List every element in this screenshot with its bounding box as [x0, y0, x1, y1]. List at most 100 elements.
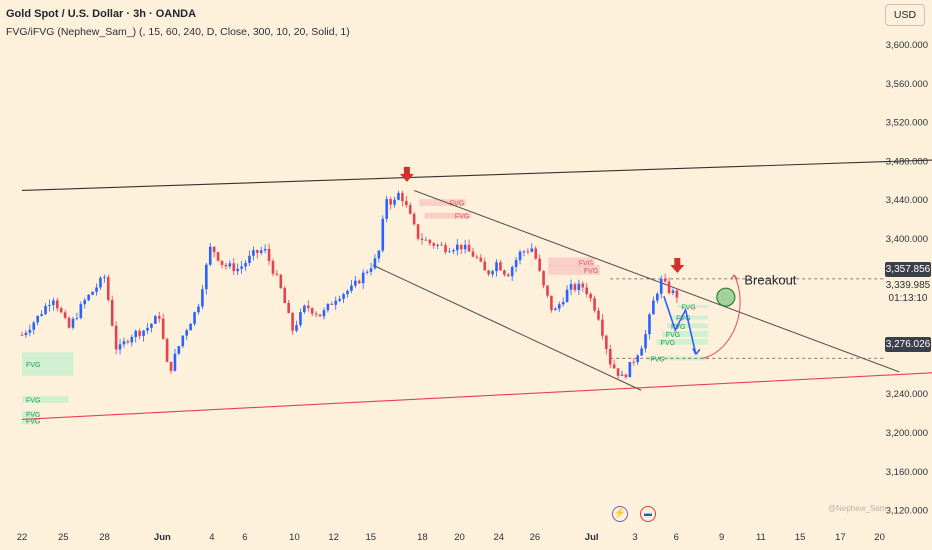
bullish-candle	[189, 323, 192, 331]
bullish-fvg-zone	[656, 338, 709, 345]
bullish-candle	[448, 251, 451, 253]
bullish-fvg-zone	[22, 416, 38, 425]
x-tick-label: Jun	[154, 532, 171, 543]
bullish-candle	[240, 266, 243, 269]
bearish-candle	[416, 224, 420, 239]
x-tick-label: 18	[417, 532, 428, 543]
bearish-candle	[585, 287, 589, 294]
fvg-label: FVG	[676, 316, 690, 323]
bullish-candle	[424, 239, 428, 241]
bullish-candle	[577, 283, 581, 291]
y-tick-label: 3,600.000	[886, 40, 928, 51]
bullish-candle	[259, 250, 263, 253]
bearish-candle	[232, 263, 236, 272]
y-tick-label: 3,240.000	[886, 389, 928, 400]
arrowhead-red-icon	[730, 274, 738, 280]
bullish-candle	[385, 199, 389, 219]
bearish-candle	[67, 317, 71, 328]
bearish-candle	[291, 313, 294, 331]
x-tick-label: 20	[874, 532, 885, 543]
bullish-candle	[338, 298, 341, 301]
bullish-candle	[377, 250, 381, 259]
bullish-candle	[644, 334, 647, 349]
bullish-candle	[303, 305, 306, 313]
horizontal-levels	[610, 278, 884, 359]
bearish-candle	[267, 248, 271, 261]
bullish-candle	[197, 306, 200, 313]
projected-path-red	[702, 274, 741, 359]
countdown-tag: 01:13:10	[885, 292, 931, 305]
projected-path-blue	[663, 295, 697, 355]
upper-level-price-tag: 3,357.856	[885, 262, 931, 277]
bearish-candle	[275, 273, 279, 275]
bullish-candle	[518, 251, 522, 261]
bearish-candle	[667, 281, 671, 293]
bullish-candle	[436, 244, 439, 246]
bearish-candle	[279, 274, 283, 288]
bullish-fvg-zone	[22, 396, 69, 403]
trendlines	[21, 159, 932, 420]
bullish-candle	[99, 277, 102, 288]
bullish-candle	[636, 355, 639, 362]
bullish-candle	[322, 310, 326, 317]
bullish-candle	[455, 244, 459, 251]
bearish-candle	[412, 213, 416, 225]
bearish-candle	[432, 243, 436, 246]
current-price-tag: 3,339.985	[885, 279, 931, 292]
bearish-candle	[542, 270, 545, 286]
dividend-event-icon[interactable]: ⚡	[612, 506, 628, 522]
bearish-candle	[612, 364, 616, 369]
bullish-candle	[295, 325, 298, 331]
bullish-candle	[522, 251, 526, 253]
bullish-candle	[24, 332, 28, 336]
y-tick-label: 3,560.000	[886, 79, 928, 90]
bearish-candle	[550, 295, 553, 311]
bullish-candle	[40, 314, 43, 316]
bullish-candle	[130, 336, 134, 343]
axes: 3,600.000 3,560.000 3,520.000 3,480.000 3,44…	[17, 40, 928, 543]
x-tick-label: 17	[835, 532, 846, 543]
chart-title: Gold Spot / U.S. Dollar · 3h · OANDA	[6, 8, 197, 20]
fvg-label: FVG	[26, 418, 40, 425]
bullish-candle	[569, 284, 573, 290]
x-tick-label: 25	[58, 532, 69, 543]
currency-button[interactable]: USD	[885, 4, 925, 26]
bullish-candle	[346, 290, 349, 295]
red-down-arrow-icon	[399, 166, 414, 182]
fvg-label: FVG	[681, 304, 695, 311]
fvg-label: FVG	[666, 332, 680, 339]
fvg-label: FVG	[26, 398, 40, 405]
us-economic-event-icon[interactable]: ▬	[640, 506, 656, 522]
bullish-candle	[514, 260, 518, 268]
bullish-candle	[236, 268, 239, 272]
bullish-candle	[48, 304, 51, 306]
descending-resistance-line	[413, 189, 900, 373]
bullish-candle	[75, 318, 79, 319]
bullish-candle	[652, 300, 655, 315]
bearish-candle	[499, 262, 502, 271]
bullish-candle	[565, 289, 569, 303]
breakout-circle	[716, 287, 736, 307]
bearish-candle	[271, 260, 275, 274]
bearish-candle	[444, 245, 447, 253]
bearish-candle	[287, 302, 290, 314]
x-tick-label: 6	[674, 532, 679, 543]
indicator-legend[interactable]: FVG/iFVG (Nephew_Sam_) (, 15, 60, 240, D…	[6, 26, 350, 38]
red-down-arrow-icon	[670, 258, 685, 274]
bearish-fvg-zone	[424, 212, 471, 219]
bullish-fvg-zone	[677, 304, 709, 308]
bearish-candle	[608, 349, 612, 365]
y-tick-label: 3,520.000	[886, 118, 928, 129]
bearish-candle	[589, 293, 592, 299]
x-tick-label: 9	[719, 532, 724, 543]
bearish-candle	[601, 319, 604, 336]
bearish-candle	[63, 312, 67, 318]
x-tick-label: 11	[756, 532, 766, 543]
bullish-candle	[361, 272, 365, 284]
bearish-candle	[479, 257, 483, 262]
bullish-fvg-zone	[667, 323, 709, 329]
bearish-candle	[357, 280, 361, 284]
fvg-label: FVG	[455, 214, 469, 221]
